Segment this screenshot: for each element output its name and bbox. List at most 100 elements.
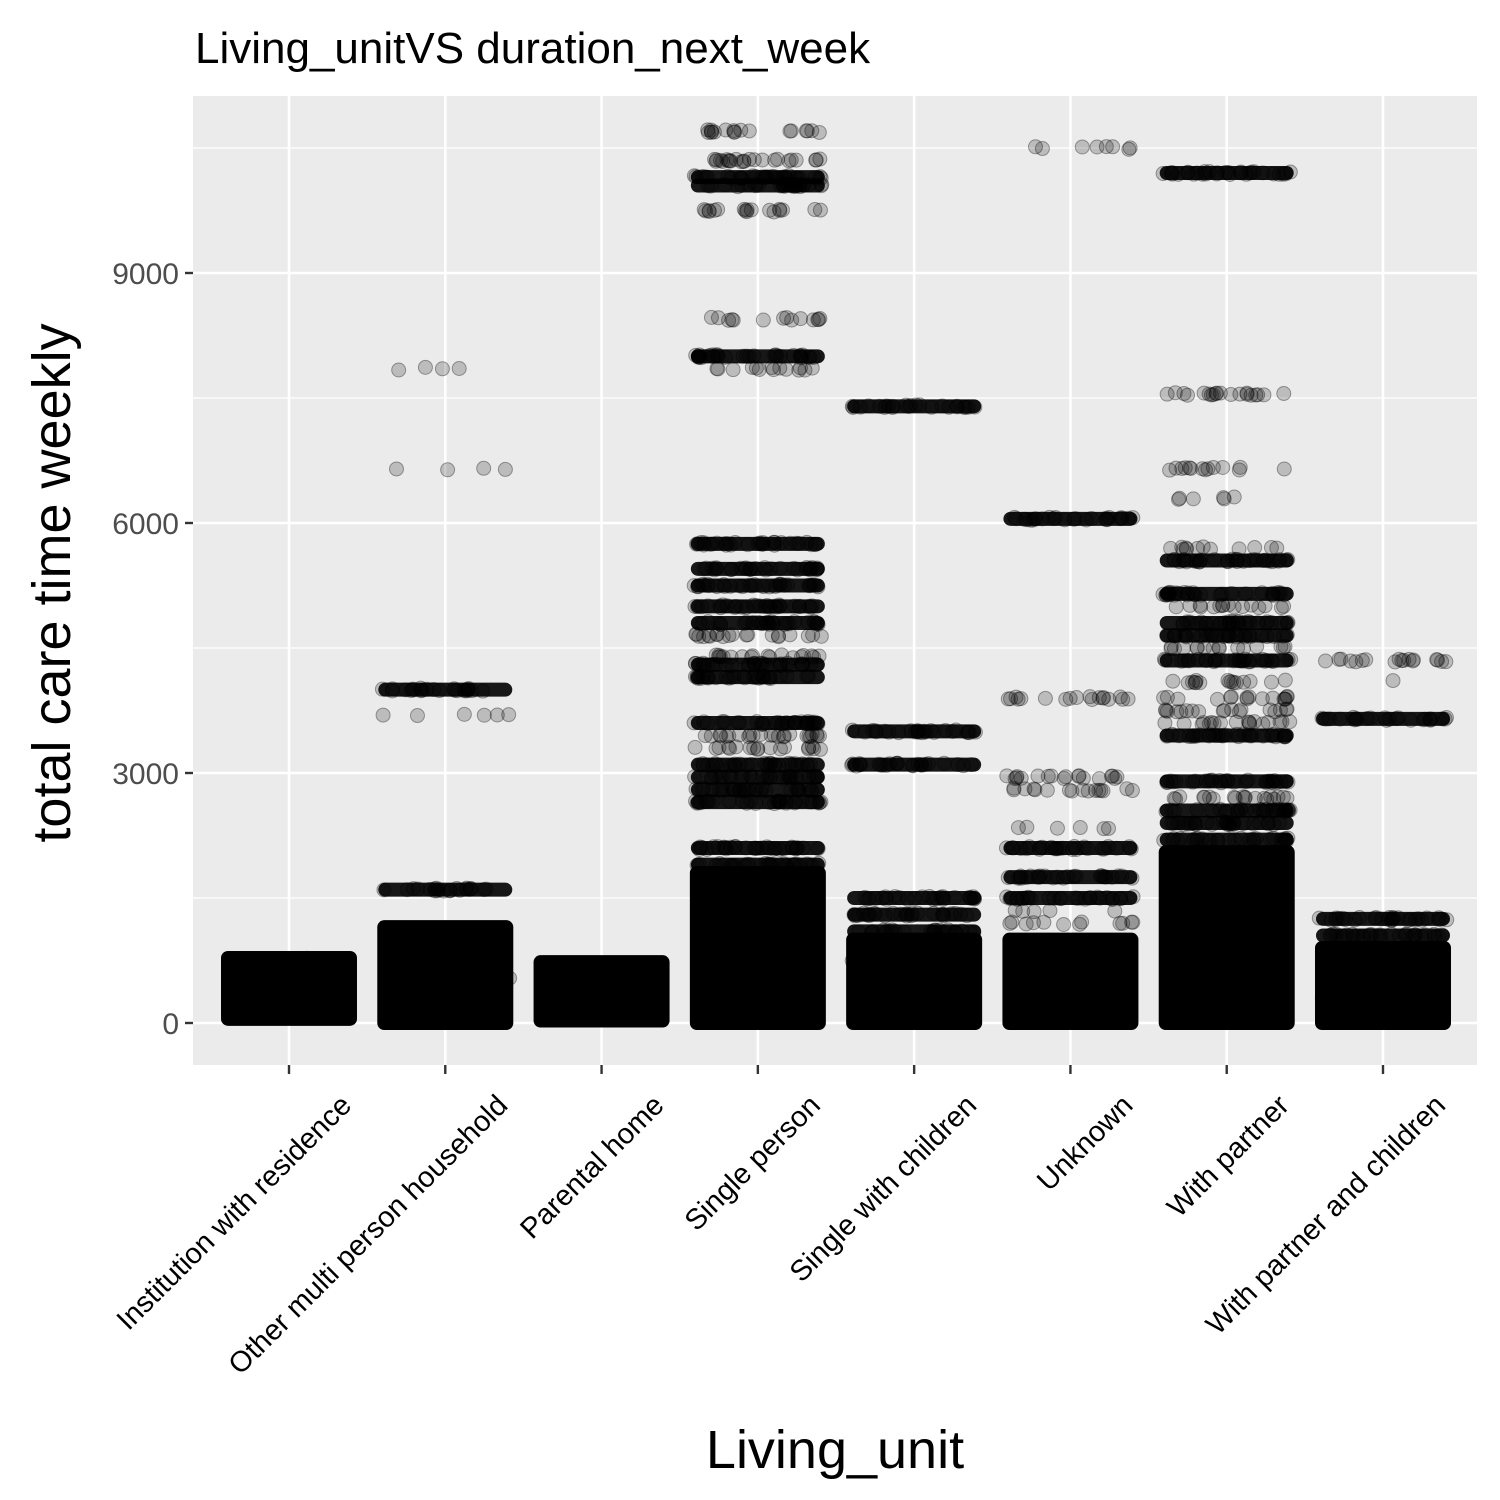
data-point [711,647,727,663]
data-point [1232,386,1248,402]
data-point [1220,165,1236,181]
data-point [801,578,817,594]
data-point [963,757,979,773]
data-point [309,960,325,976]
data-point [715,649,731,665]
data-point [1279,689,1295,705]
data-point [704,124,720,140]
data-point [866,905,882,921]
data-point [1163,773,1179,789]
data-point [1205,616,1221,632]
data-point [1250,387,1266,403]
data-point [1233,801,1249,817]
data-point [1096,841,1112,857]
data-point [783,123,799,139]
data-point [798,716,814,732]
data-point [702,536,718,552]
data-point [725,312,741,328]
data-point [1101,691,1117,707]
data-point [403,683,419,699]
data-point [1165,774,1181,790]
data-point [1244,727,1260,743]
data-point [966,890,982,906]
data-point [802,756,818,772]
data-point [1242,654,1258,670]
data-point [1066,511,1082,527]
data-point [1232,459,1248,475]
data-point [1224,586,1240,602]
data-point [1368,910,1384,926]
point-band [690,349,825,364]
data-point [1023,868,1039,884]
data-point [1170,166,1186,182]
data-point [1280,652,1296,668]
data-point [1007,509,1023,525]
data-point [722,758,738,774]
data-point [1104,768,1120,784]
data-point [1164,165,1180,181]
data-point [767,347,783,363]
data-point [689,536,705,552]
data-point [1277,832,1293,848]
data-point [812,151,828,167]
data-point [1385,910,1401,926]
data-point [741,657,757,673]
data-point [795,657,811,673]
points-group [221,950,357,1026]
data-point [478,881,494,897]
data-point [1379,965,1395,981]
data-point [921,889,937,905]
data-point [1230,552,1246,568]
data-point [925,925,941,941]
data-point [1220,672,1236,688]
data-point [1237,789,1253,805]
data-point [775,716,791,732]
data-point [765,615,781,631]
data-point [933,889,949,905]
point-band [690,170,825,185]
data-point [694,599,710,615]
data-point [811,855,827,871]
data-point [1100,839,1116,855]
data-point [709,152,725,168]
data-point [1180,387,1196,403]
data-point [928,922,944,938]
data-point [1405,652,1421,668]
data-point [799,716,815,732]
data-point [727,756,743,772]
data-point [1277,729,1293,745]
data-point [746,740,762,756]
data-point [1241,715,1257,731]
data-point [1064,981,1080,997]
data-point [753,716,769,732]
data-point [1177,460,1193,476]
data-point [725,362,741,378]
data-point [759,756,775,772]
data-point [802,562,818,578]
data-point [1040,768,1056,784]
data-point [709,757,725,773]
data-point [934,925,950,941]
data-point [956,399,972,415]
data-point [1209,385,1225,401]
data-point [745,597,761,613]
data-point [1254,628,1270,644]
data-point [1226,653,1242,669]
data-point [1164,726,1180,742]
data-point [481,998,497,1014]
point-band [690,782,825,797]
data-point [574,955,590,971]
data-point [947,924,963,940]
data-point [732,170,748,186]
dense-point-cluster [1158,845,1295,1030]
data-point [936,755,952,771]
data-point [1112,890,1128,906]
data-point [762,740,778,756]
data-point [758,169,774,185]
data-point [736,781,752,797]
data-point [857,889,873,905]
data-point [1224,614,1240,630]
data-point [376,882,392,898]
data-point [1207,652,1223,668]
point-band [690,599,825,614]
